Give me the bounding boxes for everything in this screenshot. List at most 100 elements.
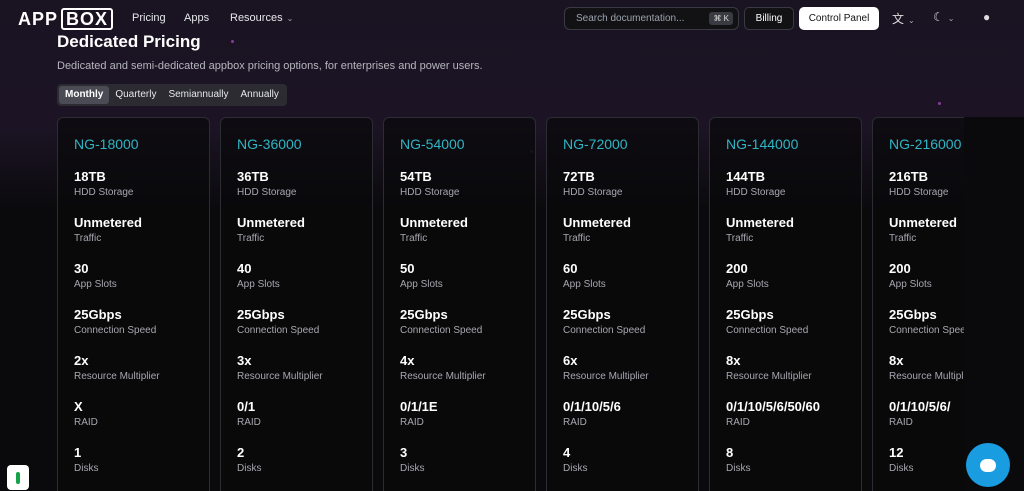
tab-monthly[interactable]: Monthly xyxy=(59,86,110,104)
raid-label: RAID xyxy=(237,417,261,428)
plan-name: NG-144000 xyxy=(726,136,799,152)
connection-speed-label: Connection Speed xyxy=(563,325,646,336)
app-slots-value: 50 xyxy=(400,261,415,276)
resource-multiplier-label: Resource Multiplier xyxy=(74,371,160,382)
app-slots-value: 60 xyxy=(563,261,578,276)
tab-annually[interactable]: Annually xyxy=(240,89,279,100)
resource-multiplier-label: Resource Multiplier xyxy=(400,371,486,382)
resource-multiplier-value: 3x xyxy=(237,353,252,368)
raid-value: X xyxy=(74,399,83,414)
traffic-label: Traffic xyxy=(74,233,102,244)
traffic-value: Unmetered xyxy=(889,215,957,230)
storage-label: HDD Storage xyxy=(74,187,134,198)
plan-card[interactable]: NG-54000 54TB HDD Storage Unmetered Traffic 5… xyxy=(383,117,536,491)
connection-speed-label: Connection Speed xyxy=(726,325,809,336)
top-navbar: APP BOX Pricing Apps Resources ⌄ Search do… xyxy=(0,0,1024,37)
connection-speed-value: 25Gbps xyxy=(400,307,448,322)
app-slots-label: App Slots xyxy=(237,279,280,290)
disks-value: 4 xyxy=(563,445,571,460)
disks-value: 2 xyxy=(237,445,245,460)
plan-name: NG-72000 xyxy=(563,136,628,152)
nav-link-pricing[interactable]: Pricing xyxy=(132,12,166,24)
connection-speed-label: Connection Speed xyxy=(237,325,320,336)
app-slots-value: 200 xyxy=(889,261,911,276)
connection-speed-value: 25Gbps xyxy=(74,307,122,322)
nav-dropdown-resources[interactable]: Resources ⌄ xyxy=(230,12,293,24)
disks-value: 1 xyxy=(74,445,82,460)
raid-label: RAID xyxy=(74,417,98,428)
search-placeholder: Search documentation... xyxy=(576,13,685,24)
github-icon[interactable]: ● xyxy=(983,10,991,24)
connection-speed-value: 25Gbps xyxy=(563,307,611,322)
chat-widget-button[interactable] xyxy=(966,443,1010,487)
plan-name: NG-216000 xyxy=(889,136,962,152)
app-slots-label: App Slots xyxy=(889,279,932,290)
resource-multiplier-label: Resource Multiplier xyxy=(563,371,649,382)
security-badge[interactable] xyxy=(7,465,29,490)
disks-label: Disks xyxy=(400,463,425,474)
control-panel-button[interactable]: Control Panel xyxy=(799,7,879,30)
chat-icon xyxy=(980,458,996,472)
raid-value: 0/1/1E xyxy=(400,399,438,414)
storage-label: HDD Storage xyxy=(726,187,786,198)
star-dot xyxy=(231,40,234,43)
disks-value: 12 xyxy=(889,445,904,460)
raid-label: RAID xyxy=(563,417,587,428)
storage-value: 144TB xyxy=(726,169,766,184)
badge-icon xyxy=(16,471,20,484)
traffic-value: Unmetered xyxy=(726,215,794,230)
page-subtitle: Dedicated and semi-dedicated appbox pric… xyxy=(57,60,483,72)
disks-label: Disks xyxy=(726,463,751,474)
tab-quarterly[interactable]: Quarterly xyxy=(115,89,157,100)
raid-label: RAID xyxy=(400,417,424,428)
traffic-label: Traffic xyxy=(889,233,917,244)
raid-value: 0/1/10/5/6/50/60 xyxy=(726,399,820,414)
plan-card[interactable]: NG-36000 36TB HDD Storage Unmetered Traffic 4… xyxy=(220,117,373,491)
plan-card[interactable]: NG-72000 72TB HDD Storage Unmetered Traffic 6… xyxy=(546,117,699,491)
nav-link-apps[interactable]: Apps xyxy=(184,12,210,24)
traffic-value: Unmetered xyxy=(237,215,305,230)
resource-multiplier-label: Resource Multiplier xyxy=(726,371,812,382)
appbox-logo[interactable]: APP BOX xyxy=(18,8,114,30)
traffic-label: Traffic xyxy=(726,233,754,244)
raid-label: RAID xyxy=(889,417,913,428)
translate-icon[interactable]: 文 ⌄ xyxy=(892,12,915,26)
resource-multiplier-value: 6x xyxy=(563,353,578,368)
billing-button[interactable]: Billing xyxy=(744,7,794,30)
search-input[interactable]: Search documentation... ⌘ K xyxy=(564,7,739,30)
plan-card[interactable]: NG-144000 144TB HDD Storage Unmetered Traffi… xyxy=(709,117,862,491)
resource-multiplier-value: 4x xyxy=(400,353,415,368)
storage-value: 36TB xyxy=(237,169,269,184)
connection-speed-value: 25Gbps xyxy=(889,307,937,322)
raid-value: 0/1/10/5/6 xyxy=(563,399,621,414)
plan-name: NG-36000 xyxy=(237,136,302,152)
disks-value: 8 xyxy=(726,445,734,460)
traffic-label: Traffic xyxy=(237,233,265,244)
connection-speed-label: Connection Speed xyxy=(400,325,483,336)
raid-value: 0/1 xyxy=(237,399,256,414)
storage-value: 18TB xyxy=(74,169,106,184)
resource-multiplier-label: Resource Multiplier xyxy=(889,371,975,382)
raid-value: 0/1/10/5/6/ xyxy=(889,399,951,414)
app-slots-label: App Slots xyxy=(563,279,606,290)
tab-semiannually[interactable]: Semiannually xyxy=(168,89,229,100)
disks-label: Disks xyxy=(563,463,588,474)
star-dot xyxy=(938,102,941,105)
plan-card[interactable]: NG-18000 18TB HDD Storage Unmetered Traffic 3… xyxy=(57,117,210,491)
traffic-value: Unmetered xyxy=(74,215,142,230)
storage-value: 54TB xyxy=(400,169,432,184)
moon-icon[interactable]: ☾ ⌄ xyxy=(933,10,955,24)
disks-label: Disks xyxy=(74,463,99,474)
resource-multiplier-value: 8x xyxy=(889,353,904,368)
connection-speed-value: 25Gbps xyxy=(726,307,774,322)
storage-label: HDD Storage xyxy=(563,187,623,198)
app-slots-value: 30 xyxy=(74,261,89,276)
page-title: Dedicated Pricing xyxy=(57,32,201,51)
search-shortcut-badge: ⌘ K xyxy=(709,12,733,25)
plan-name: NG-18000 xyxy=(74,136,139,152)
app-slots-value: 200 xyxy=(726,261,748,276)
connection-speed-value: 25Gbps xyxy=(237,307,285,322)
plan-name: NG-54000 xyxy=(400,136,465,152)
disks-value: 3 xyxy=(400,445,408,460)
resource-multiplier-value: 8x xyxy=(726,353,741,368)
